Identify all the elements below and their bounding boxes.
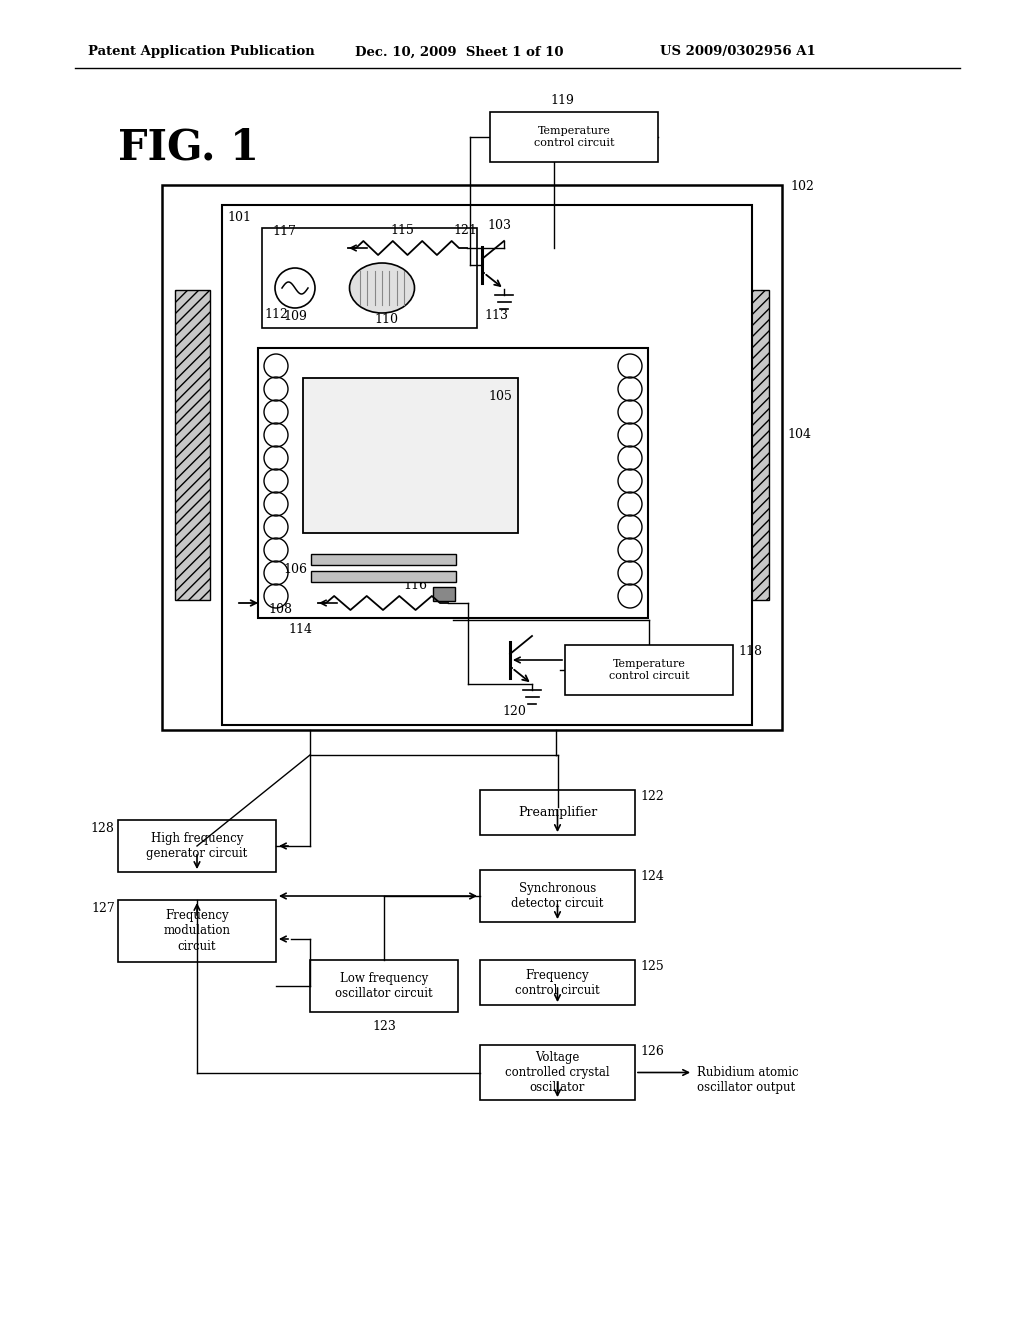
Text: 122: 122 [640, 789, 664, 803]
Bar [490, 112, 658, 162]
Bar [734, 290, 769, 601]
Text: 116: 116 [403, 579, 427, 591]
Text: 112: 112 [264, 308, 288, 321]
Text: 120: 120 [502, 705, 526, 718]
Text: 104: 104 [787, 428, 811, 441]
Bar [480, 960, 635, 1005]
Text: 118: 118 [738, 645, 762, 657]
Text: 126: 126 [640, 1045, 664, 1059]
Text: US 2009/0302956 A1: US 2009/0302956 A1 [660, 45, 816, 58]
Text: 128: 128 [90, 822, 114, 836]
Text: 121: 121 [453, 224, 477, 238]
Text: 103: 103 [487, 219, 511, 232]
Text: Synchronous
detector circuit: Synchronous detector circuit [511, 882, 604, 909]
Text: 119: 119 [550, 94, 573, 107]
Text: Dec. 10, 2009  Sheet 1 of 10: Dec. 10, 2009 Sheet 1 of 10 [355, 45, 563, 58]
Text: 113: 113 [484, 309, 508, 322]
Bar [262, 228, 477, 327]
Text: Frequency
modulation
circuit: Frequency modulation circuit [164, 909, 230, 953]
Text: Temperature
control circuit: Temperature control circuit [534, 127, 614, 148]
Bar [310, 960, 458, 1012]
Text: High frequency
generator circuit: High frequency generator circuit [146, 832, 248, 861]
Text: 114: 114 [288, 623, 312, 636]
Bar [311, 554, 456, 565]
Bar [175, 290, 210, 601]
Bar [303, 378, 518, 533]
Text: 105: 105 [488, 389, 512, 403]
Text: 108: 108 [268, 603, 292, 616]
Text: 127: 127 [91, 902, 115, 915]
Text: 102: 102 [790, 180, 814, 193]
Bar [480, 789, 635, 836]
Text: 117: 117 [272, 224, 296, 238]
Text: Rubidium atomic
oscillator output: Rubidium atomic oscillator output [697, 1067, 799, 1094]
Text: 115: 115 [390, 224, 414, 238]
Bar [480, 1045, 635, 1100]
Text: 125: 125 [640, 960, 664, 973]
Bar [433, 587, 455, 601]
Text: Voltage
controlled crystal
oscillator: Voltage controlled crystal oscillator [505, 1051, 610, 1094]
Text: 106: 106 [283, 564, 307, 576]
Bar [480, 870, 635, 921]
Text: Low frequency
oscillator circuit: Low frequency oscillator circuit [335, 972, 433, 1001]
Text: 124: 124 [640, 870, 664, 883]
Text: FIG. 1: FIG. 1 [118, 127, 259, 169]
Bar [222, 205, 752, 725]
Text: Temperature
control circuit: Temperature control circuit [608, 659, 689, 681]
Text: Frequency
control circuit: Frequency control circuit [515, 969, 600, 997]
Text: 101: 101 [227, 211, 251, 224]
Text: Patent Application Publication: Patent Application Publication [88, 45, 314, 58]
Text: Preamplifier: Preamplifier [518, 807, 597, 818]
Bar [118, 820, 276, 873]
Text: 123: 123 [372, 1020, 396, 1034]
Bar [311, 572, 456, 582]
Bar [162, 185, 782, 730]
Bar [118, 900, 276, 962]
Bar [565, 645, 733, 696]
Ellipse shape [349, 263, 415, 313]
Text: 110: 110 [374, 313, 398, 326]
Bar [258, 348, 648, 618]
Text: 109: 109 [283, 310, 307, 323]
